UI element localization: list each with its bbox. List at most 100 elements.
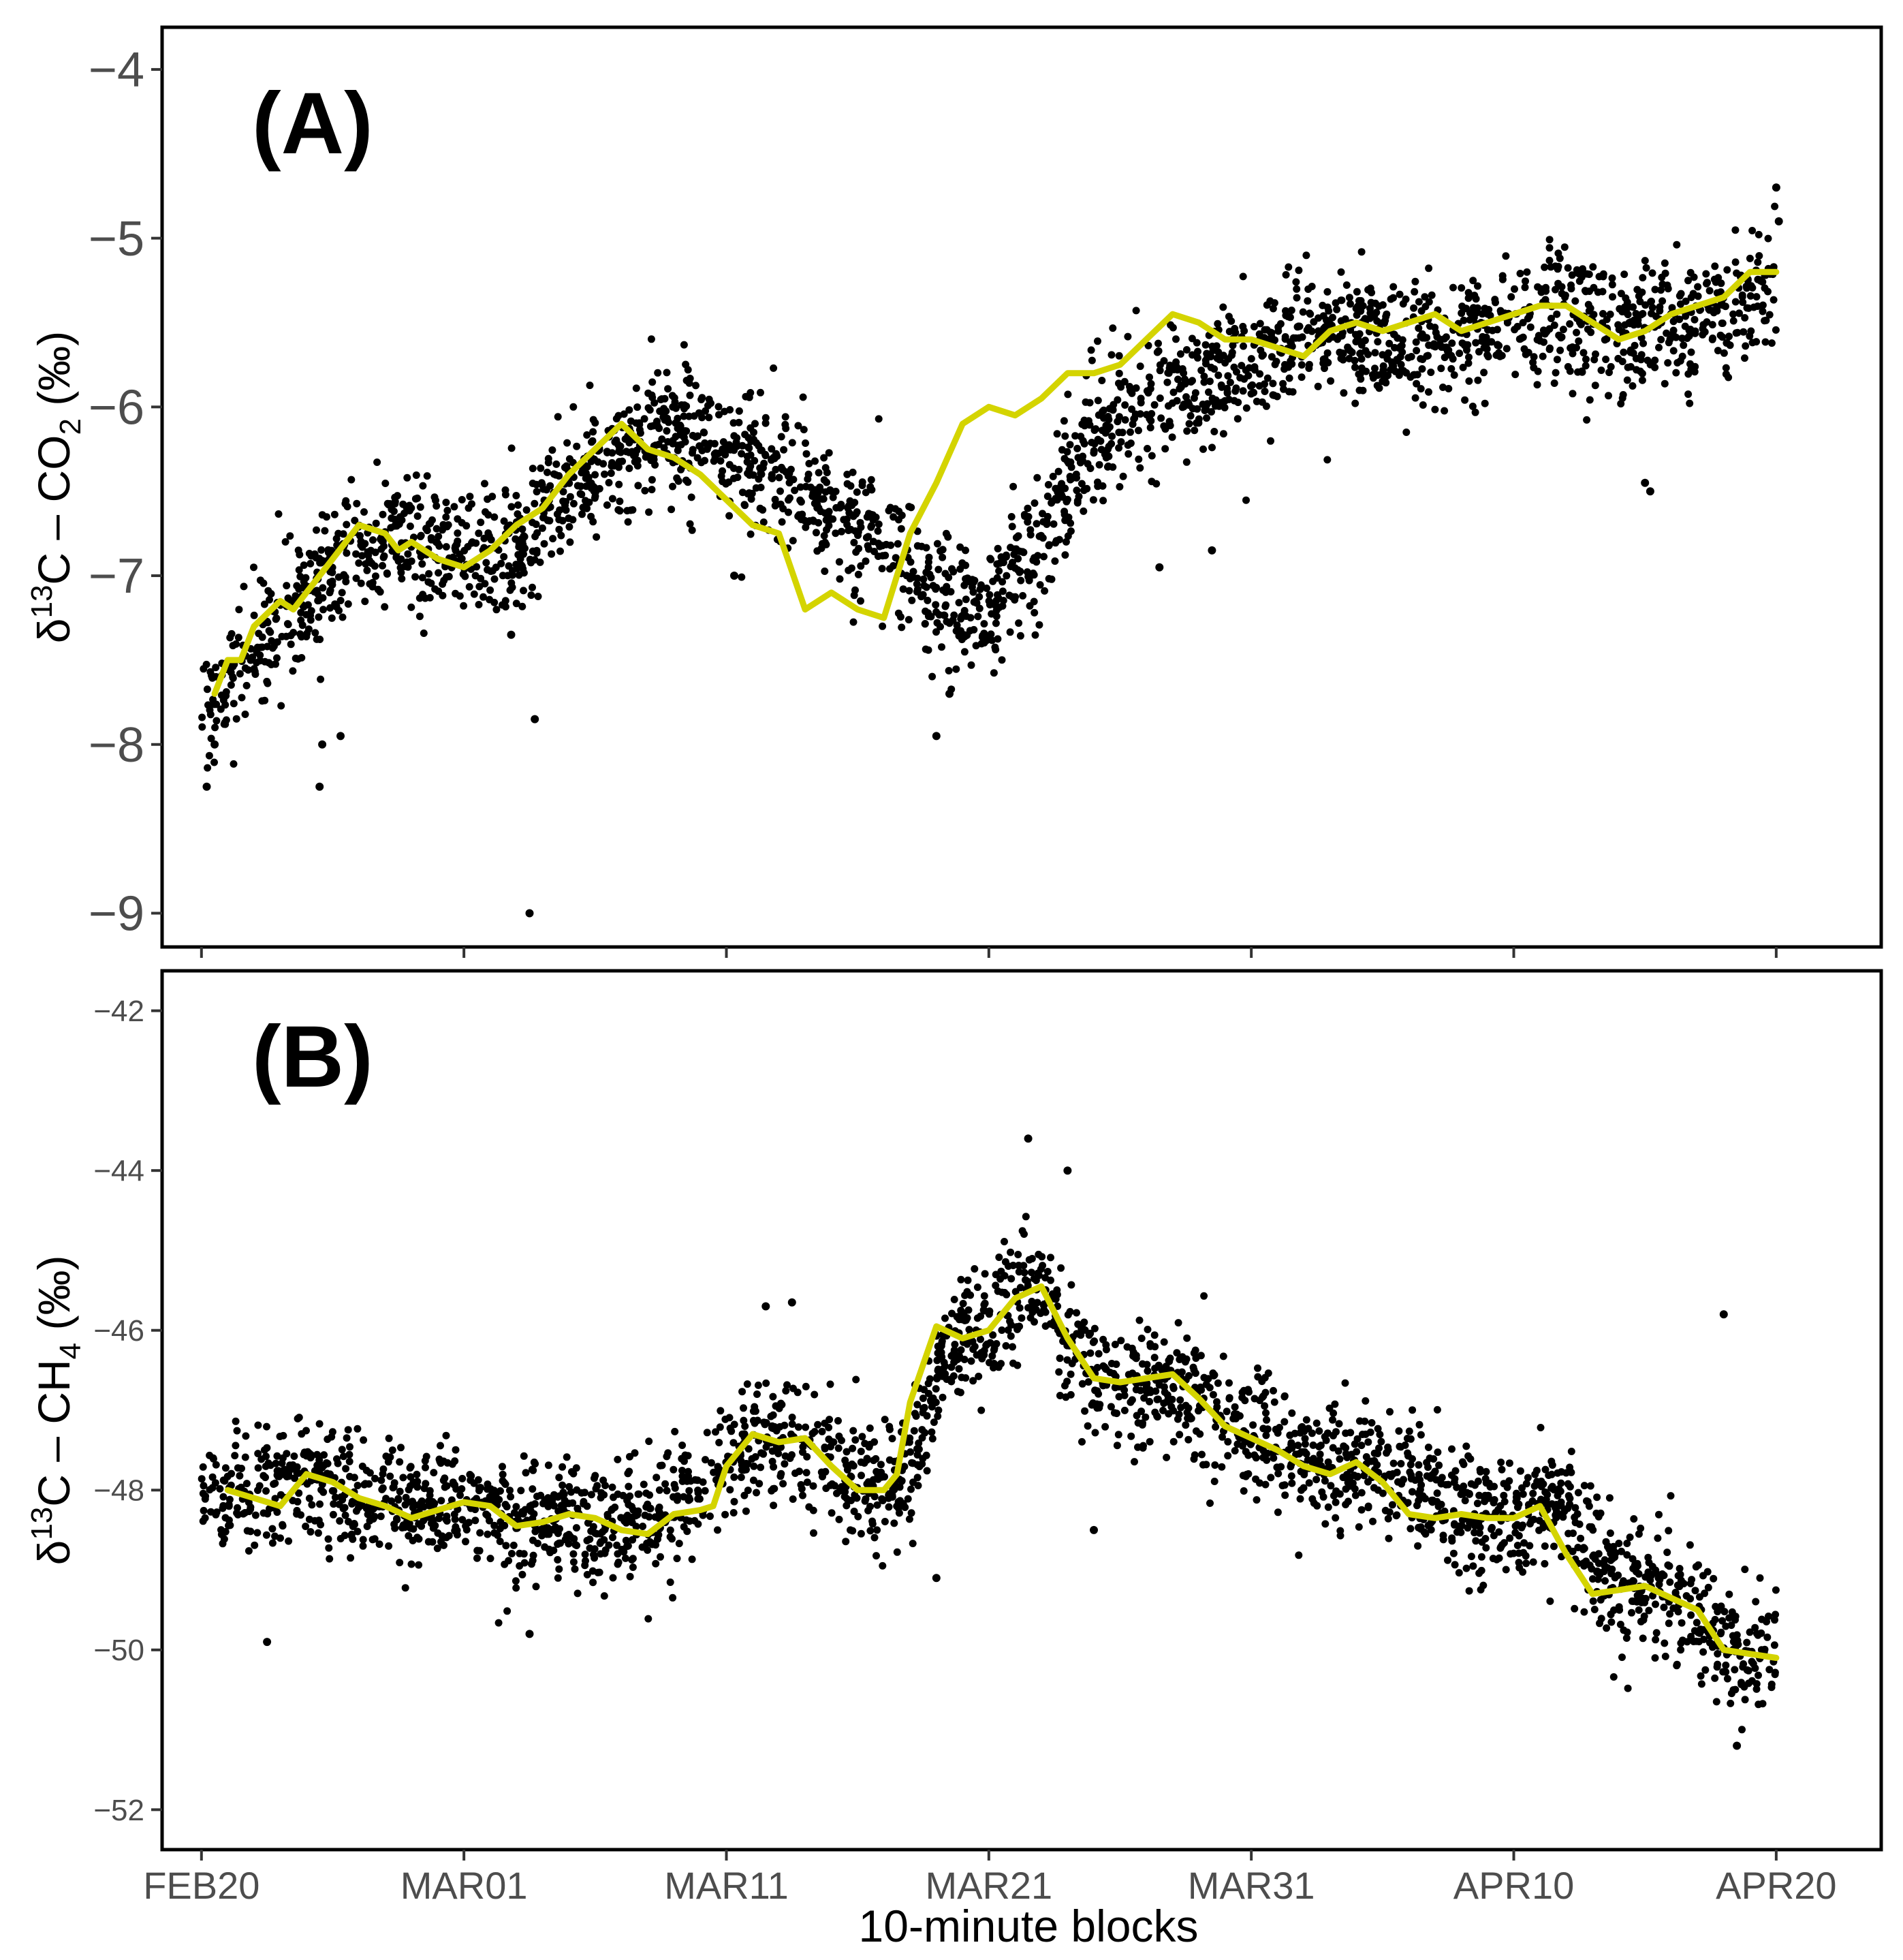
data-point (573, 1589, 582, 1598)
data-point (268, 1539, 277, 1547)
data-point (518, 602, 526, 610)
data-point (1594, 1559, 1603, 1568)
data-point (729, 474, 738, 482)
data-point (1714, 347, 1722, 355)
data-point (1666, 1578, 1674, 1586)
data-point (1577, 320, 1585, 328)
data-point (825, 449, 833, 457)
data-point (1037, 1265, 1045, 1273)
data-point (1073, 497, 1082, 505)
data-point (1714, 1660, 1722, 1668)
data-point (751, 420, 759, 428)
data-point (1382, 379, 1390, 387)
data-point (1381, 1506, 1389, 1514)
data-point (610, 1493, 617, 1502)
data-point (1526, 1542, 1534, 1550)
data-point (689, 449, 696, 457)
data-point (608, 1483, 616, 1491)
data-point (550, 1502, 558, 1510)
data-point (726, 1486, 734, 1494)
data-point (1323, 303, 1332, 311)
data-point (1433, 1405, 1441, 1414)
data-point (1660, 1603, 1668, 1611)
data-point (1473, 1499, 1481, 1508)
data-point (1553, 310, 1561, 318)
data-point (1201, 404, 1210, 412)
data-point (789, 1495, 797, 1503)
data-point (632, 384, 640, 392)
data-point (544, 516, 552, 525)
data-point (273, 638, 281, 646)
data-point (1233, 415, 1242, 423)
data-point (1560, 1507, 1569, 1515)
data-point (1129, 1369, 1137, 1378)
data-point (1571, 1604, 1579, 1613)
data-point (1161, 445, 1169, 453)
data-point (625, 1467, 633, 1476)
data-point (729, 419, 738, 427)
data-point (314, 1529, 322, 1537)
data-point (347, 1554, 355, 1562)
data-point (201, 1495, 209, 1503)
data-point (1467, 1553, 1475, 1561)
data-point (298, 654, 306, 662)
data-point (635, 420, 644, 429)
data-point (685, 1467, 692, 1476)
data-point (1321, 1477, 1329, 1485)
data-point (1031, 608, 1039, 617)
data-point (725, 1414, 734, 1422)
data-point (962, 575, 970, 583)
data-point (486, 1555, 494, 1563)
data-point (1648, 297, 1655, 305)
data-point (809, 1506, 817, 1514)
data-point (1321, 1520, 1330, 1528)
data-point (1552, 285, 1559, 294)
data-point (684, 478, 692, 486)
data-point (1366, 305, 1374, 313)
data-point (1014, 1251, 1022, 1258)
data-point (500, 553, 508, 561)
data-point (1624, 1684, 1632, 1692)
data-point (347, 476, 356, 484)
data-point (699, 429, 708, 436)
data-point (722, 480, 730, 488)
data-point (229, 642, 237, 650)
data-point (1681, 322, 1689, 330)
data-point (1310, 318, 1318, 326)
data-point (989, 1331, 997, 1339)
data-point (1398, 341, 1406, 349)
data-point (271, 1495, 279, 1503)
data-point (1405, 1427, 1413, 1435)
data-point (355, 559, 363, 567)
data-point (843, 1448, 851, 1456)
data-point (1099, 407, 1107, 416)
data-point (738, 441, 746, 450)
data-point (1295, 1551, 1303, 1559)
data-point (1541, 1542, 1549, 1550)
data-point (528, 1501, 536, 1509)
data-point (1300, 1484, 1308, 1492)
data-point (1411, 277, 1419, 285)
data-point (591, 494, 599, 502)
data-point (1357, 307, 1365, 315)
data-point (306, 1528, 315, 1536)
data-point (611, 438, 619, 446)
data-point (1094, 337, 1101, 345)
data-point (265, 627, 273, 635)
data-point (1056, 486, 1064, 495)
data-point (648, 378, 657, 386)
data-point (707, 1459, 715, 1467)
data-point (769, 1411, 777, 1419)
data-point (1699, 324, 1707, 332)
data-point (390, 508, 398, 515)
data-point (1007, 1275, 1016, 1283)
data-point (1526, 312, 1534, 320)
data-point (501, 486, 509, 494)
data-point (652, 1541, 660, 1549)
data-point (785, 496, 792, 504)
data-point (1490, 1482, 1498, 1491)
data-point (1172, 335, 1180, 343)
data-point (1711, 1615, 1719, 1623)
data-point (794, 1423, 802, 1431)
data-point (1574, 1544, 1582, 1551)
